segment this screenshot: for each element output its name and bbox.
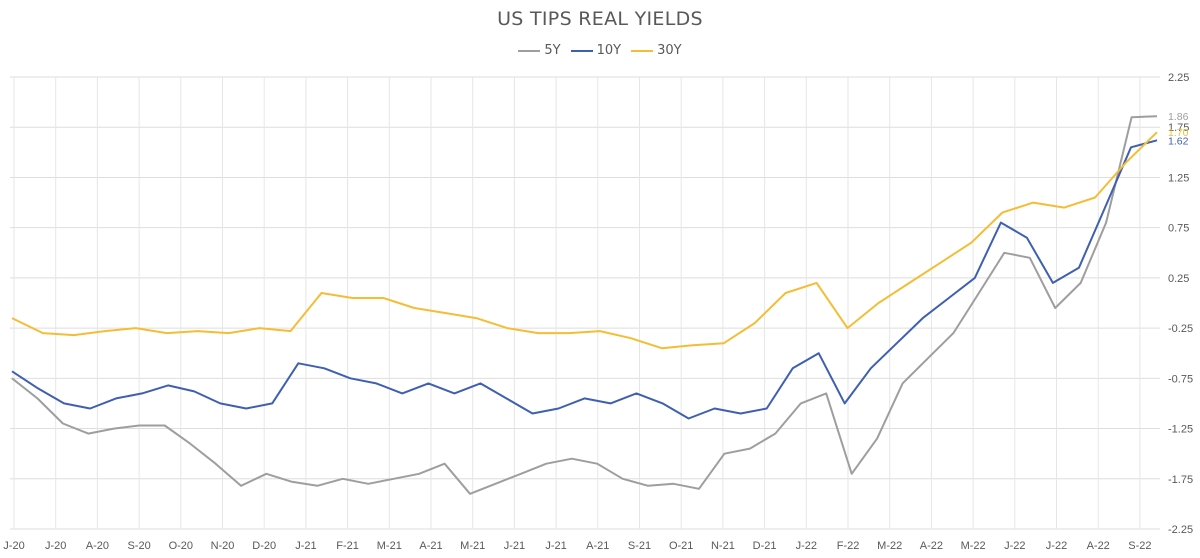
y-tick-label-2: 1.25: [1168, 172, 1189, 184]
legend: 5Y 10Y 30Y: [0, 43, 1200, 58]
x-tick-label-18: D-21: [753, 540, 777, 552]
y-tick-label-3: 0.75: [1168, 223, 1189, 235]
y-tick-label-7: -1.25: [1168, 424, 1193, 436]
x-tick-label-10: A-21: [419, 540, 442, 552]
y-tick-label-4: 0.25: [1168, 273, 1189, 285]
chart-title: US TIPS REAL YIELDS: [497, 8, 703, 30]
x-tick-label-19: J-22: [796, 540, 817, 552]
x-tick-label-20: F-22: [837, 540, 860, 552]
end-label-5y: 1.86: [1168, 111, 1189, 123]
y-tick-label-8: -1.75: [1168, 474, 1193, 486]
x-tick-label-6: D-20: [252, 540, 276, 552]
x-tick-label-15: S-21: [628, 540, 651, 552]
legend-swatch-5y: [518, 49, 541, 52]
x-tick-label-16: O-21: [669, 540, 693, 552]
y-tick-label-6: -0.75: [1168, 373, 1193, 385]
x-tick-label-5: N-20: [211, 540, 235, 552]
x-tick-label-2: A-20: [86, 540, 109, 552]
legend-label-10y: 10Y: [596, 43, 622, 58]
y-tick-label-1: 1.75: [1168, 122, 1189, 134]
x-tick-label-0: J-20: [3, 540, 24, 552]
x-tick-label-17: N-21: [711, 540, 735, 552]
x-tick-label-13: J-21: [545, 540, 566, 552]
legend-swatch-30y: [631, 49, 654, 52]
legend-swatch-10y: [570, 49, 593, 52]
legend-item-5y: 5Y: [518, 43, 561, 58]
end-label-10y: 1.62: [1168, 135, 1189, 147]
x-tick-label-25: J-22: [1046, 540, 1067, 552]
x-tick-label-27: S-22: [1128, 540, 1151, 552]
legend-item-30y: 30Y: [631, 43, 682, 58]
y-tick-label-0: 2.25: [1168, 72, 1189, 84]
x-tick-label-24: J-22: [1004, 540, 1025, 552]
series-line-10y: [11, 139, 1158, 420]
x-tick-label-4: O-20: [169, 540, 193, 552]
x-tick-label-21: M-22: [877, 540, 902, 552]
x-tick-label-11: M-21: [460, 540, 485, 552]
x-tick-label-22: A-22: [920, 540, 943, 552]
series-line-5y: [11, 115, 1158, 495]
series-line-30y: [11, 131, 1158, 350]
x-tick-label-23: M-22: [961, 540, 986, 552]
y-tick-label-9: -2.25: [1168, 524, 1193, 536]
x-tick-label-7: J-21: [295, 540, 316, 552]
legend-label-5y: 5Y: [544, 43, 561, 58]
legend-item-10y: 10Y: [570, 43, 622, 58]
legend-label-30y: 30Y: [657, 43, 682, 58]
y-tick-label-5: -0.25: [1168, 323, 1193, 335]
x-tick-label-8: F-21: [336, 540, 359, 552]
x-tick-label-14: A-21: [586, 540, 609, 552]
x-tick-label-12: J-21: [504, 540, 525, 552]
x-tick-label-26: A-22: [1087, 540, 1110, 552]
x-tick-label-3: S-20: [127, 540, 150, 552]
end-label-30y: 1.70: [1168, 127, 1189, 139]
x-tick-label-9: M-21: [377, 540, 402, 552]
x-tick-label-1: J-20: [45, 540, 66, 552]
